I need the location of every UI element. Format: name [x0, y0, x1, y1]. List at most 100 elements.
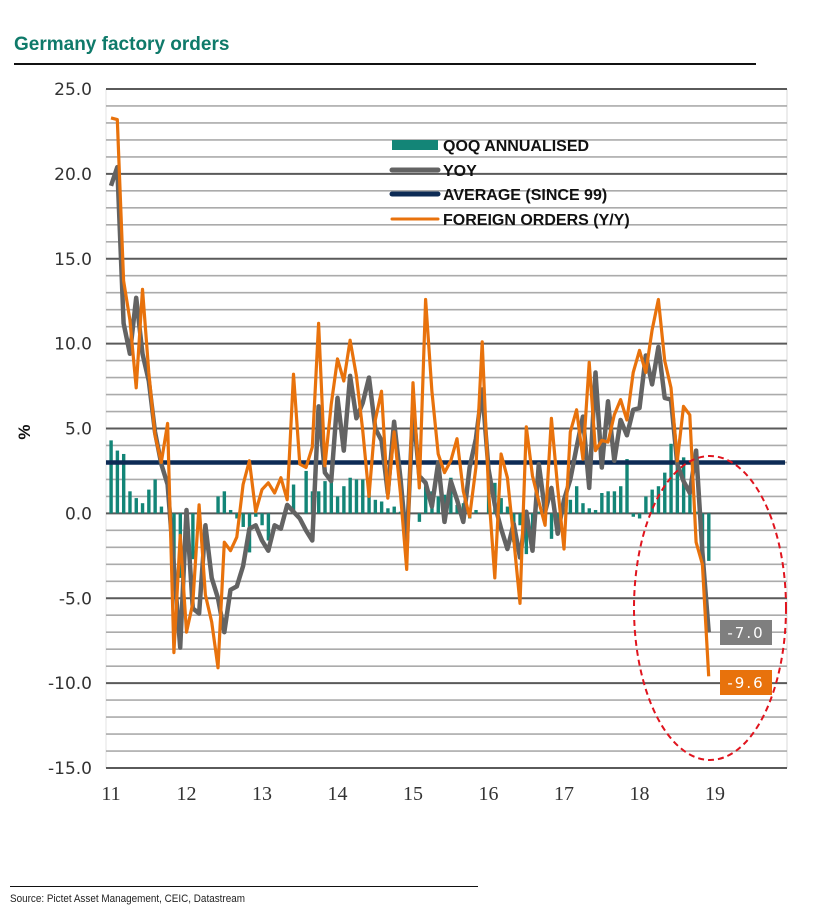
x-tick-label: 15	[403, 783, 423, 805]
qoq-bar	[449, 477, 453, 514]
qoq-bar	[650, 489, 654, 514]
qoq-bar	[568, 499, 573, 514]
qoq-bar	[637, 513, 642, 519]
foreign-orders-callout-label: -9.6	[727, 674, 764, 692]
qoq-bar	[367, 482, 371, 514]
qoq-bar	[335, 496, 340, 514]
qoq-bar	[329, 474, 334, 514]
qoq-bar	[304, 470, 308, 514]
y-axis-label: %	[15, 424, 34, 439]
x-tick-label: 11	[101, 783, 120, 805]
qoq-bar	[606, 491, 610, 514]
qoq-bar	[631, 513, 636, 517]
x-tick-label: 12	[177, 783, 197, 805]
qoq-bar	[688, 491, 692, 514]
legend-label: YOY	[443, 163, 477, 180]
qoq-bar	[147, 489, 151, 514]
y-tick-label: 25.0	[54, 80, 92, 100]
qoq-bar	[266, 513, 271, 541]
legend-label: AVERAGE (SINCE 99)	[443, 187, 607, 204]
qoq-bar	[656, 486, 661, 514]
qoq-bar	[159, 506, 164, 514]
qoq-bar	[228, 509, 233, 514]
y-tick-label: 10.0	[54, 335, 92, 355]
qoq-bar	[354, 479, 359, 514]
qoq-bar	[115, 450, 120, 514]
qoq-bar	[109, 440, 113, 514]
qoq-bar	[499, 498, 503, 514]
qoq-bar	[342, 486, 346, 514]
legend-label: FOREIGN ORDERS (Y/Y)	[443, 212, 630, 229]
y-tick-label: -5.0	[59, 589, 92, 609]
y-tick-label: -10.0	[48, 674, 92, 694]
qoq-bar	[707, 513, 711, 561]
foreign-orders-callout-box	[720, 670, 772, 695]
qoq-bar	[505, 506, 510, 514]
qoq-bar	[348, 477, 352, 514]
qoq-bar	[663, 472, 667, 514]
qoq-bar	[574, 486, 579, 514]
legend: QOQ ANNUALISED YOY AVERAGE (SINCE 99) FOREI…	[389, 138, 630, 229]
qoq-bar	[291, 484, 296, 514]
qoq-bar	[134, 498, 138, 514]
qoq-bar	[625, 459, 629, 514]
qoq-bar	[524, 513, 529, 555]
yoy-callout-label: -7.0	[727, 624, 764, 642]
y-tick-label: 20.0	[54, 165, 92, 185]
qoq-bar	[587, 508, 591, 514]
qoq-bar	[216, 496, 220, 514]
qoq-bar	[191, 513, 195, 560]
qoq-bar	[392, 506, 396, 514]
qoq-bar	[128, 491, 132, 514]
highlight-ellipse	[633, 455, 787, 761]
qoq-bar	[612, 491, 617, 514]
qoq-bar	[379, 501, 384, 514]
x-tick-label: 14	[328, 783, 348, 805]
title-divider	[14, 63, 756, 65]
qoq-bar	[386, 508, 390, 514]
qoq-bar	[619, 486, 623, 514]
qoq-bar	[323, 481, 327, 514]
qoq-bar	[260, 513, 264, 526]
qoq-bar	[317, 491, 321, 514]
y-tick-label: 0.0	[65, 504, 92, 524]
qoq-bar	[518, 513, 522, 526]
qoq-bar	[153, 479, 157, 514]
qoq-bar	[600, 493, 604, 514]
x-tick-label: 18	[630, 783, 650, 805]
y-tick-label: 5.0	[65, 420, 92, 440]
qoq-bar	[593, 509, 598, 514]
x-tick-labels: 11 12 13 14 15 16 17 18 19	[101, 783, 725, 805]
source-note: Source: Pictet Asset Management, CEIC, D…	[10, 893, 245, 905]
qoq-bar	[222, 491, 227, 514]
legend-swatch-qoq	[392, 140, 438, 150]
x-tick-label: 19	[705, 783, 725, 805]
qoq-bar	[537, 511, 541, 514]
qoq-bar	[549, 513, 554, 539]
yoy-callout-box	[720, 620, 772, 645]
chart-title: Germany factory orders	[14, 34, 230, 55]
qoq-bar	[361, 479, 365, 514]
y-tick-label: -15.0	[48, 759, 92, 779]
x-tick-label: 13	[252, 783, 272, 805]
qoq-bar	[254, 513, 258, 517]
qoq-bar	[241, 513, 245, 527]
qoq-bar	[581, 503, 585, 514]
qoq-bar	[455, 504, 459, 514]
annotations: -7.0 -9.6	[633, 455, 787, 761]
foreign-orders-line	[110, 116, 711, 677]
qoq-bar	[121, 453, 126, 514]
y-tick-label: 15.0	[54, 250, 92, 270]
qoq-bar	[373, 499, 378, 514]
qoq-bar	[172, 513, 176, 563]
qoq-bar	[417, 513, 422, 522]
qoq-bar	[474, 509, 478, 514]
x-tick-label: 16	[479, 783, 499, 805]
y-tick-labels: 25.0 20.0 15.0 10.0 5.0 0.0 -5.0 -10.0 -15.0	[48, 80, 92, 779]
x-tick-label: 17	[554, 783, 574, 805]
qoq-bar	[644, 496, 648, 514]
qoq-bar	[140, 503, 145, 514]
qoq-bar	[675, 457, 680, 514]
source-divider	[10, 886, 478, 887]
